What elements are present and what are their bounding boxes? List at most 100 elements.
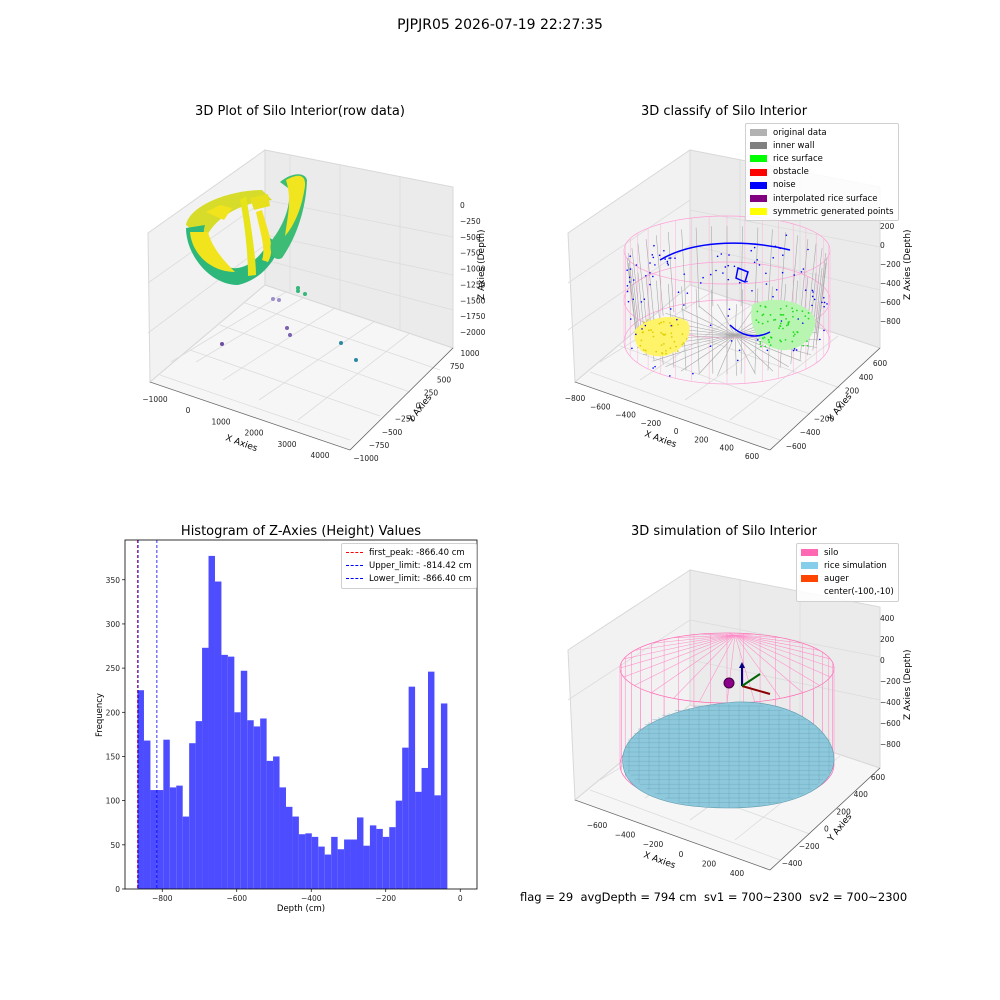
panel3-title: Histogram of Z-Axies (Height) Values	[180, 524, 422, 539]
histogram-ytick-label: 150	[106, 752, 121, 761]
swatch-rice-surface	[750, 155, 767, 163]
panel2-z-tick-label: 200	[880, 222, 895, 231]
histogram-bar	[202, 647, 209, 889]
histogram-bar	[402, 747, 409, 889]
histogram-bar	[311, 836, 319, 889]
panel1-x-tick-label: −1000	[142, 395, 168, 404]
panel2-x-tick-label: −800	[565, 394, 586, 403]
histogram-bar	[195, 721, 203, 889]
panel2-xlabel: X Axies	[643, 429, 678, 450]
panel4-y-tick-label: 400	[854, 790, 869, 799]
panel1-y-tick-label: 500	[437, 375, 452, 384]
panel2-y-tick-label: 600	[873, 359, 888, 368]
panel2-y-tick-label: −400	[800, 428, 821, 437]
panel4-y-tick-label: −200	[799, 842, 820, 851]
panel4-x-tick-label: −600	[587, 821, 608, 830]
legend-label: original data	[773, 127, 827, 138]
histogram-bar	[324, 854, 332, 889]
panel3-plot: −800 −600 −400 −200 0 050100150200250300350 …	[95, 539, 478, 914]
legend-inner-wall: inner wall	[750, 139, 894, 152]
panel4-zlabel: Z Axies (Depth)	[903, 649, 913, 720]
figure-title: PJPJR05 2026-07-19 22:27:35	[397, 17, 603, 33]
histogram-bar	[440, 703, 448, 889]
histogram-bar	[395, 800, 403, 889]
swatch-auger	[801, 575, 818, 583]
panel4-y-tick-label: 600	[871, 773, 886, 782]
legend-label: auger	[824, 573, 849, 584]
panel2-x-tick-label: −200	[641, 419, 662, 428]
histogram-ylabel: Frequency	[95, 693, 105, 737]
panel2-x-tick-label: 600	[745, 452, 760, 461]
histogram-bar	[279, 787, 286, 889]
swatch-original	[750, 129, 767, 137]
histogram-frame	[124, 539, 478, 890]
histogram-bar	[415, 791, 422, 889]
histogram-ytick-label: 350	[106, 576, 121, 585]
legend-obstacle: obstacle	[750, 166, 894, 179]
panel2-y-tick-label: −200	[814, 414, 835, 423]
panel2-z-tick-label: −600	[880, 298, 901, 307]
histogram-bar	[143, 740, 151, 889]
swatch-interpolated	[750, 195, 767, 203]
histogram-bar	[318, 846, 325, 889]
swatch-rice-simulation	[801, 562, 818, 570]
panel1-title: 3D Plot of Silo Interior(row data)	[195, 104, 405, 119]
histogram-bar	[434, 795, 441, 889]
histogram-bar	[234, 712, 241, 889]
panel1-z-tick-label: −1500	[460, 296, 486, 305]
histogram-bar	[363, 845, 370, 889]
panel2-y-tick-label: 0	[836, 401, 841, 410]
panel1-y-tick-label: 250	[424, 388, 439, 397]
swatch-inner-wall	[750, 142, 767, 150]
panel1-y-tick-label: −750	[369, 441, 390, 450]
histogram-ytick-label: 0	[115, 885, 120, 894]
line-first-peak	[346, 552, 363, 554]
histogram-bar	[247, 720, 254, 889]
histogram-bar	[421, 767, 428, 889]
histogram-bar	[350, 839, 357, 889]
panel4-x-tick-label: 200	[702, 859, 717, 868]
panel4-x-tick-label: −400	[615, 831, 636, 840]
legend-center: center(-100,-10)	[801, 586, 894, 599]
line-upper-limit	[346, 565, 363, 567]
panel1-y-tick-label: 1000	[460, 349, 479, 358]
histogram-bar	[169, 787, 177, 889]
histogram-bar	[182, 816, 190, 889]
panel4-xlabel: X Axies	[642, 850, 677, 871]
legend-first-peak: first_peak: -866.40 cm	[346, 546, 472, 559]
panel2-ylabel: Y Axies	[826, 392, 855, 425]
histogram-bar	[260, 718, 267, 889]
legend-interpolated: interpolated rice surface	[750, 192, 894, 205]
histogram-bar	[189, 743, 196, 889]
panel4-z-tick-label: −200	[880, 677, 901, 686]
histogram-ytick-label: 200	[106, 708, 121, 717]
legend-silo: silo	[801, 546, 894, 559]
legend-original-data: original data	[750, 126, 894, 139]
legend-label: obstacle	[773, 167, 809, 178]
histogram-bar	[369, 825, 377, 889]
panel4-legend: silo rice simulation auger center(-100,-…	[796, 543, 899, 602]
histogram-bar	[356, 817, 364, 889]
panel2-x-tick-label: −600	[590, 402, 611, 411]
legend-label: inner wall	[773, 140, 815, 151]
histogram-ytick-label: 250	[106, 664, 121, 673]
panel1-x-tick-label: 1000	[211, 417, 230, 426]
histogram-bar	[214, 581, 222, 889]
legend-symmetric: symmetric generated points	[750, 205, 894, 218]
histogram-bar	[285, 806, 293, 889]
histogram-bar	[137, 690, 144, 889]
histogram-xtick-label: −400	[301, 894, 322, 903]
swatch-symmetric	[750, 208, 767, 216]
panel4-z-tick-label: −400	[880, 698, 901, 707]
panel1-z-tick-label: −750	[460, 249, 481, 258]
histogram-bar	[298, 834, 306, 889]
histogram-bar	[273, 756, 280, 889]
histogram-bar	[427, 671, 435, 889]
histogram-bar	[292, 816, 299, 889]
legend-label: first_peak: -866.40 cm	[369, 547, 465, 558]
panel1-x-tick-label: 0	[186, 406, 191, 415]
panel1-z-tick-label: −1000	[460, 265, 486, 274]
panel1-y-tick-label: −250	[395, 415, 416, 424]
histogram-bar	[389, 827, 396, 889]
status-text: flag = 29 avgDepth = 794 cm sv1 = 700~23…	[520, 890, 908, 904]
